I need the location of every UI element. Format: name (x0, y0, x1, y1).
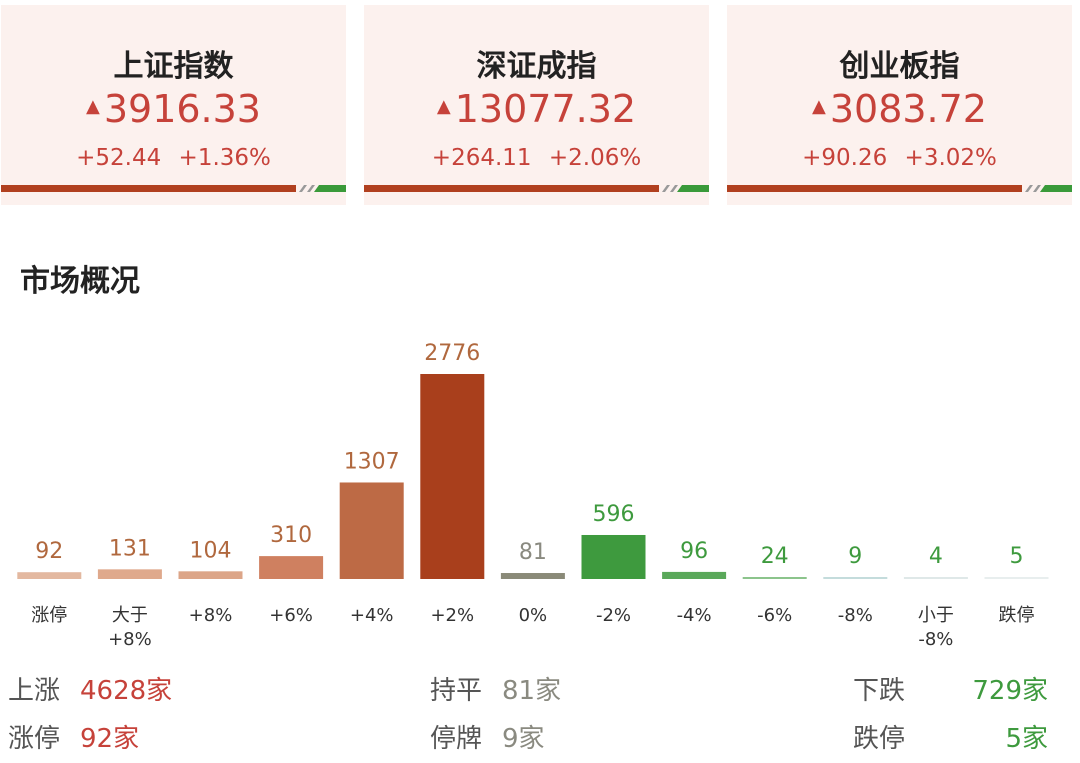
category-label: +2% (430, 605, 475, 626)
value-label: 9 (848, 544, 862, 569)
ratio-strip (727, 185, 1072, 192)
value-label: 4 (929, 544, 943, 569)
index-name: 上证指数 (113, 49, 234, 84)
index-card: 深证成指 ▲ 13077.32 +264.11 +2.06% (364, 5, 709, 205)
stat-item: 跌停 5家 (853, 718, 1048, 755)
stat-label: 停牌 (430, 724, 483, 754)
bar (17, 572, 82, 579)
index-value: ▲ 3916.33 (1, 87, 346, 131)
strip-svg (1, 185, 346, 192)
value-label: 131 (109, 536, 151, 561)
value-label: 92 (35, 539, 63, 564)
category-label: -6% (757, 605, 793, 626)
strip-svg (364, 185, 709, 192)
stat-value: 81家 (502, 676, 562, 706)
index-number: 3916.33 (103, 87, 261, 131)
value-label: 310 (270, 523, 312, 548)
up-arrow: ▲ (812, 96, 826, 117)
index-name: 创业板指 (839, 49, 960, 84)
stat-item: 下跌 729家 (853, 670, 1048, 707)
change-percent: +3.02% (904, 145, 997, 171)
value-label: 104 (190, 538, 232, 563)
bar (581, 534, 646, 579)
stat-item: 涨停 92家 (8, 718, 139, 755)
bar (903, 577, 968, 579)
value-label: 5 (1010, 544, 1024, 569)
stat-item: 持平 81家 (430, 670, 561, 707)
category-label: -4% (676, 605, 712, 626)
category-label: -8% (837, 605, 873, 626)
value-label: 596 (593, 502, 635, 527)
bar (420, 374, 485, 579)
index-value: ▲ 3083.72 (727, 87, 1072, 131)
category-label: +4% (349, 605, 394, 626)
bar (742, 577, 807, 579)
bar (984, 577, 1049, 579)
stat-value: 5家 (1005, 724, 1048, 754)
index-change: +52.44 +1.36% (1, 145, 346, 171)
change-amount: +90.26 (802, 145, 888, 171)
up-arrow: ▲ (86, 96, 100, 117)
category-label: +6% (269, 605, 313, 626)
bar (178, 571, 243, 579)
index-number: 3083.72 (829, 87, 987, 131)
stat-item: 停牌 9家 (430, 718, 545, 755)
category-label: -2% (595, 605, 632, 626)
value-label: 96 (680, 539, 708, 564)
stat-value: 729家 (972, 676, 1048, 706)
category-label: 涨停 (31, 605, 68, 626)
bar (339, 482, 404, 579)
index-card: 创业板指 ▲ 3083.72 +90.26 +3.02% (727, 5, 1072, 205)
stat-value: 9家 (502, 724, 545, 754)
value-label: 81 (519, 540, 547, 565)
stat-label: 上涨 (8, 676, 61, 706)
stat-item: 上涨 4628家 (8, 670, 172, 707)
change-percent: +1.36% (178, 145, 271, 171)
index-number: 13077.32 (454, 87, 637, 131)
index-card: 上证指数 ▲ 3916.33 +52.44 +1.36% (1, 5, 346, 205)
change-percent: +2.06% (548, 145, 642, 171)
value-label: 24 (761, 544, 789, 569)
stat-label: 下跌 (853, 676, 906, 706)
up-arrow: ▲ (436, 96, 451, 117)
category-label: +8% (188, 605, 233, 626)
value-label: 2776 (424, 341, 480, 366)
index-change: +264.11 +2.06% (364, 145, 709, 171)
bar (662, 571, 727, 579)
ratio-strip (364, 185, 709, 192)
section-title: 市场概况 (20, 264, 140, 299)
category-label: 0% (518, 605, 548, 626)
change-amount: +52.44 (76, 145, 162, 171)
stat-value: 4628家 (80, 676, 173, 706)
bar (500, 573, 565, 579)
bar (823, 577, 888, 579)
category-label: 小于 -8% (917, 605, 954, 650)
index-change: +90.26 +3.02% (727, 145, 1072, 171)
stat-label: 跌停 (853, 724, 906, 754)
stat-value: 92家 (80, 724, 140, 754)
category-label: 大于 +8% (108, 605, 152, 650)
stat-label: 持平 (430, 676, 483, 706)
index-name: 深证成指 (476, 49, 597, 84)
ratio-strip (1, 185, 346, 192)
change-amount: +264.11 (431, 145, 532, 171)
bar (97, 569, 162, 579)
index-value: ▲ 13077.32 (364, 87, 709, 131)
stat-label: 涨停 (8, 724, 61, 754)
strip-svg (727, 185, 1072, 192)
value-label: 1307 (344, 449, 400, 474)
bar (259, 556, 324, 579)
category-label: 跌停 (998, 605, 1035, 626)
